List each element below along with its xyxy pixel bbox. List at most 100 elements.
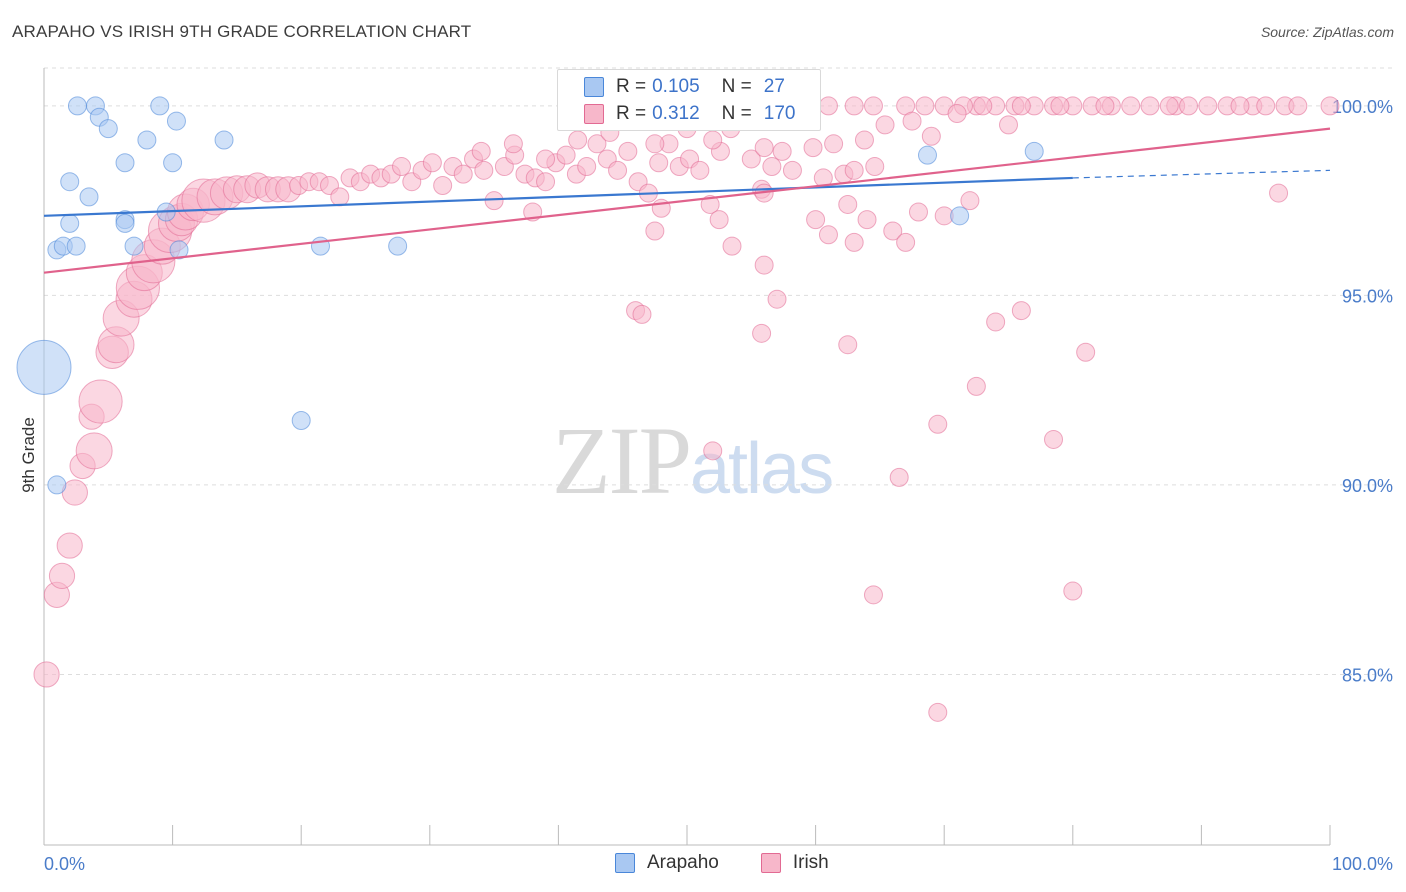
irish-point xyxy=(928,702,948,722)
n-label: N = xyxy=(721,103,752,124)
irish-point xyxy=(474,160,494,180)
irish-point xyxy=(863,585,883,605)
irish-point xyxy=(503,134,523,154)
chart-title: ARAPAHO VS IRISH 9TH GRADE CORRELATION C… xyxy=(12,22,472,41)
irish-point xyxy=(722,236,742,256)
r-value: 0.105 xyxy=(652,76,700,97)
irish-point xyxy=(1140,96,1160,116)
arapaho-point xyxy=(47,475,67,495)
arapaho-point xyxy=(60,172,80,192)
legend-item-irish[interactable]: Irish xyxy=(760,852,829,874)
irish-point xyxy=(690,160,710,180)
irish-point xyxy=(484,191,504,211)
irish-point xyxy=(1011,301,1031,321)
irish-point xyxy=(422,153,442,173)
irish-point xyxy=(1044,429,1064,449)
irish-point xyxy=(1095,96,1115,116)
arapaho-point xyxy=(917,145,937,165)
irish-point xyxy=(767,289,787,309)
irish-point xyxy=(883,221,903,241)
irish-point xyxy=(915,96,935,116)
irish-point xyxy=(999,115,1018,135)
arapaho-point xyxy=(166,111,186,131)
n-label: N = xyxy=(721,76,752,97)
x-tick-label-max: 100.0% xyxy=(1332,854,1393,874)
y-tick-label: 85.0% xyxy=(1342,665,1393,685)
irish-legend-swatch xyxy=(760,853,781,873)
y-tick-label: 90.0% xyxy=(1342,476,1393,496)
arapaho-point xyxy=(291,410,311,430)
irish-point xyxy=(645,221,665,241)
irish-point xyxy=(471,141,491,161)
irish-point xyxy=(75,432,113,470)
irish-point xyxy=(966,376,986,396)
irish-point xyxy=(1198,96,1218,116)
irish-point xyxy=(709,210,729,230)
arapaho-point xyxy=(388,236,408,256)
irish-point xyxy=(844,232,864,252)
irish-point xyxy=(896,232,916,252)
irish-point xyxy=(536,149,556,169)
irish-point xyxy=(700,194,720,214)
irish-point xyxy=(1288,96,1308,116)
irish-point xyxy=(986,312,1006,332)
irish-trend-line xyxy=(43,127,1331,274)
arapaho-point xyxy=(310,236,330,256)
arapaho-point xyxy=(115,213,135,233)
legend-label-arapaho: Arapaho xyxy=(647,852,719,873)
irish-point xyxy=(48,562,76,589)
arapaho-point xyxy=(950,206,970,226)
arapaho-trend-line xyxy=(43,176,1073,217)
irish-point xyxy=(838,335,858,355)
irish-point xyxy=(78,379,123,424)
irish-point xyxy=(838,194,858,214)
irish-point xyxy=(865,157,885,177)
irish-point xyxy=(392,157,412,177)
irish-point xyxy=(973,96,993,116)
irish-point xyxy=(754,255,774,275)
irish-point xyxy=(577,157,597,177)
legend-item-arapaho[interactable]: Arapaho xyxy=(615,852,719,874)
series-legend: Arapaho Irish xyxy=(615,852,871,874)
irish-point xyxy=(703,441,723,461)
arapaho-point xyxy=(67,96,87,116)
irish-point xyxy=(854,130,874,150)
irish-point xyxy=(33,661,60,688)
irish-point xyxy=(806,210,826,230)
irish-point xyxy=(857,210,877,230)
irish-point xyxy=(921,126,941,146)
arapaho-point xyxy=(169,240,189,260)
irish-point xyxy=(1050,96,1070,116)
r-label: R = xyxy=(616,76,647,97)
arapaho-point xyxy=(1024,141,1044,161)
irish-point xyxy=(818,225,838,245)
irish-point xyxy=(703,130,723,150)
irish-point xyxy=(782,160,802,180)
irish-point xyxy=(330,187,350,207)
irish-point xyxy=(618,141,638,161)
n-value: 170 xyxy=(763,103,796,124)
irish-point xyxy=(1269,183,1289,203)
r-label: R = xyxy=(616,103,647,124)
irish-point xyxy=(453,164,473,184)
stats-row-arapaho: R = 0.105 N = 27 xyxy=(584,74,785,100)
y-tick-label: 95.0% xyxy=(1342,286,1393,306)
irish-point xyxy=(754,138,774,158)
y-tick-label: 100.0% xyxy=(1332,97,1393,117)
irish-point xyxy=(772,141,792,161)
irish-point xyxy=(1011,96,1031,116)
legend-label-irish: Irish xyxy=(792,852,829,873)
arapaho-point xyxy=(115,153,135,173)
irish-point xyxy=(1076,342,1096,362)
irish-point xyxy=(536,172,556,192)
irish-point xyxy=(844,160,864,180)
irish-point xyxy=(803,138,823,158)
arapaho-point xyxy=(137,130,157,150)
arapaho-point xyxy=(60,213,80,233)
irish-point xyxy=(556,145,576,165)
irish-point xyxy=(1121,96,1141,116)
irish-point xyxy=(56,532,83,559)
irish-point xyxy=(568,130,588,150)
r-value: 0.312 xyxy=(652,103,700,124)
